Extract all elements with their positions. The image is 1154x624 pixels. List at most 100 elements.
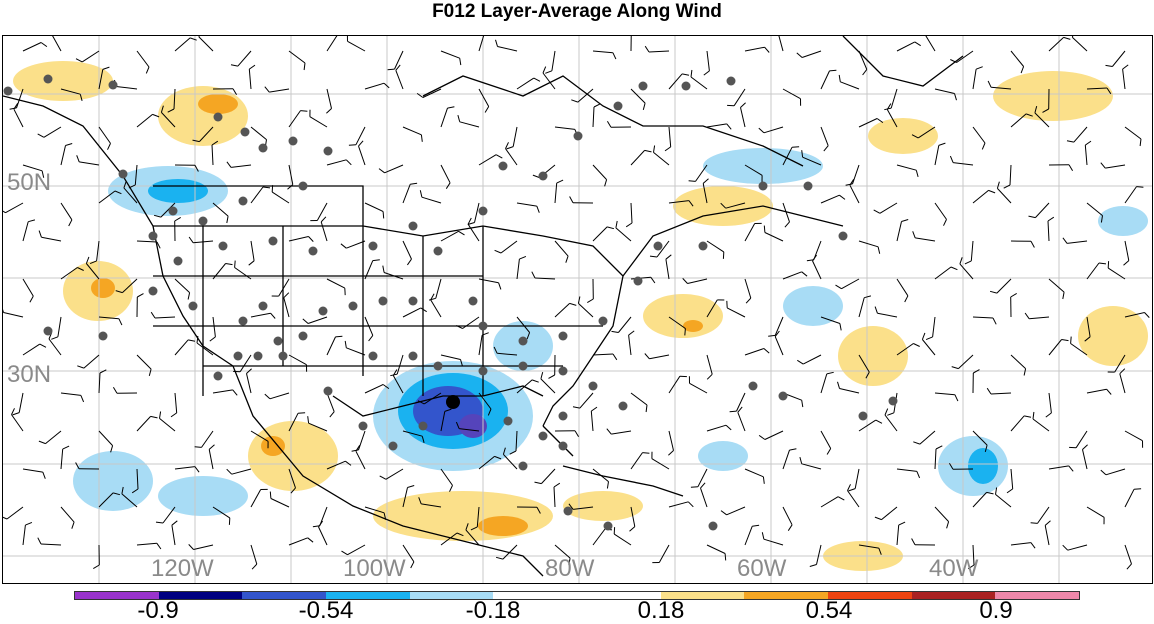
wind-barb-flag-icon	[1031, 241, 1034, 247]
station-dot-icon	[169, 207, 178, 216]
wind-barb-icon	[160, 418, 176, 431]
wind-barb-icon	[580, 393, 593, 408]
station-dot-icon	[599, 317, 608, 326]
station-dot-icon	[559, 442, 568, 451]
wind-barb-flag-icon	[960, 257, 962, 264]
wind-barb-icon	[251, 490, 261, 508]
wind-barb-icon	[859, 298, 864, 317]
wind-barb-flag-icon	[519, 256, 526, 259]
wind-barb-flag-icon	[108, 143, 111, 149]
wind-barb-flag-icon	[209, 445, 214, 450]
wind-barb-flag-icon	[1085, 141, 1091, 145]
wind-barb-flag-icon	[304, 63, 305, 70]
wind-barb-flag-icon	[607, 482, 608, 489]
wind-barb-icon	[1087, 263, 1099, 279]
wind-barb-icon	[271, 499, 289, 508]
wind-barb-flag-icon	[308, 416, 309, 423]
wind-barb-icon	[821, 374, 827, 393]
wind-barb-icon	[61, 393, 81, 395]
wind-barb-flag-icon	[188, 293, 190, 300]
wind-barb-icon	[6, 203, 24, 213]
wind-barb-icon	[745, 469, 763, 477]
wind-barb-flag-icon	[1031, 543, 1035, 549]
wind-barb-flag-icon	[838, 497, 844, 500]
wind-barb-icon	[552, 51, 555, 71]
wind-barb-flag-icon	[840, 324, 841, 331]
station-dot-icon	[469, 297, 478, 306]
wind-barb-icon	[61, 203, 72, 220]
station-dot-icon	[44, 75, 53, 84]
wind-barb-icon	[1074, 127, 1087, 142]
lat-label-30n: 30N	[7, 363, 51, 387]
wind-barb-icon	[1048, 221, 1049, 241]
wind-barb-flag-icon	[496, 557, 503, 559]
wind-barb-flag-icon	[707, 374, 712, 379]
wind-barb-flag-icon	[10, 108, 17, 109]
wind-barb-icon	[212, 145, 213, 165]
wind-barb-flag-icon	[77, 155, 80, 162]
wind-barb-flag-icon	[1140, 139, 1141, 146]
wind-barb-flag-icon	[899, 522, 905, 525]
station-dot-icon	[299, 182, 308, 191]
wind-barb-flag-icon	[875, 307, 877, 314]
wind-barb-flag-icon	[764, 349, 769, 354]
wind-barb-flag-icon	[863, 69, 867, 75]
wind-barb-icon	[935, 393, 955, 395]
wind-barb-icon	[269, 89, 289, 92]
wind-barb-icon	[327, 279, 345, 288]
wind-barb-icon	[593, 354, 613, 355]
wind-barb-icon	[19, 393, 23, 413]
station-dot-icon	[479, 207, 488, 216]
wind-barb-icon	[555, 241, 568, 256]
station-dot-icon	[174, 257, 183, 266]
wind-barb-icon	[247, 374, 252, 394]
wind-barb-flag-icon	[874, 210, 880, 213]
wind-barb-flag-icon	[1127, 564, 1132, 569]
station-dot-icon	[727, 77, 736, 86]
wind-barb-flag-icon	[369, 335, 373, 341]
colorbar-label: -0.54	[299, 598, 354, 624]
wind-barb-icon	[541, 469, 555, 484]
wind-barb-flag-icon	[951, 267, 957, 270]
wind-barb-icon	[696, 165, 708, 181]
wind-barb-icon	[885, 415, 897, 431]
wind-barb-icon	[1068, 545, 1087, 550]
wind-barb-flag-icon	[303, 319, 308, 324]
wind-barb-flag-icon	[345, 461, 351, 465]
station-dot-icon	[241, 128, 250, 137]
station-dot-icon	[119, 170, 128, 179]
wind-barb-flag-icon	[408, 486, 415, 488]
wind-barb-flag-icon	[137, 294, 143, 297]
wind-barb-icon	[631, 150, 645, 165]
station-dot-icon	[259, 302, 268, 311]
wind-barb-flag-icon	[380, 476, 386, 479]
wind-barb-flag-icon	[987, 388, 991, 394]
wind-barb-icon	[973, 69, 976, 89]
wind-barb-icon	[327, 160, 346, 165]
wind-barb-icon	[327, 89, 332, 109]
wind-barb-icon	[1125, 545, 1132, 564]
wind-barb-icon	[327, 337, 336, 355]
wind-barb-icon	[1087, 389, 1107, 393]
colorbar-label: 0.54	[806, 598, 853, 624]
wind-barb-flag-icon	[830, 70, 837, 71]
station-dot-icon	[299, 332, 308, 341]
wind-barb-icon	[4, 313, 24, 318]
wind-barb-flag-icon	[210, 337, 216, 341]
wind-barb-flag-icon	[952, 367, 959, 369]
wind-barb-icon	[498, 47, 518, 52]
wind-barb-icon	[821, 127, 828, 146]
wind-barb-flag-icon	[800, 457, 802, 464]
wind-barb-icon	[840, 82, 859, 89]
wind-barb-flag-icon	[591, 407, 597, 411]
wind-barb-flag-icon	[265, 394, 270, 399]
wind-barb-flag-icon	[77, 366, 84, 368]
wind-barb-icon	[935, 267, 951, 279]
wind-barb-flag-icon	[703, 179, 708, 184]
wind-barb-icon	[346, 241, 365, 248]
wind-barb-icon	[783, 507, 792, 525]
wind-barb-icon	[1125, 241, 1129, 261]
wind-barb-flag-icon	[41, 43, 47, 47]
wind-barb-flag-icon	[1048, 217, 1054, 221]
wind-barb-icon	[99, 431, 113, 446]
